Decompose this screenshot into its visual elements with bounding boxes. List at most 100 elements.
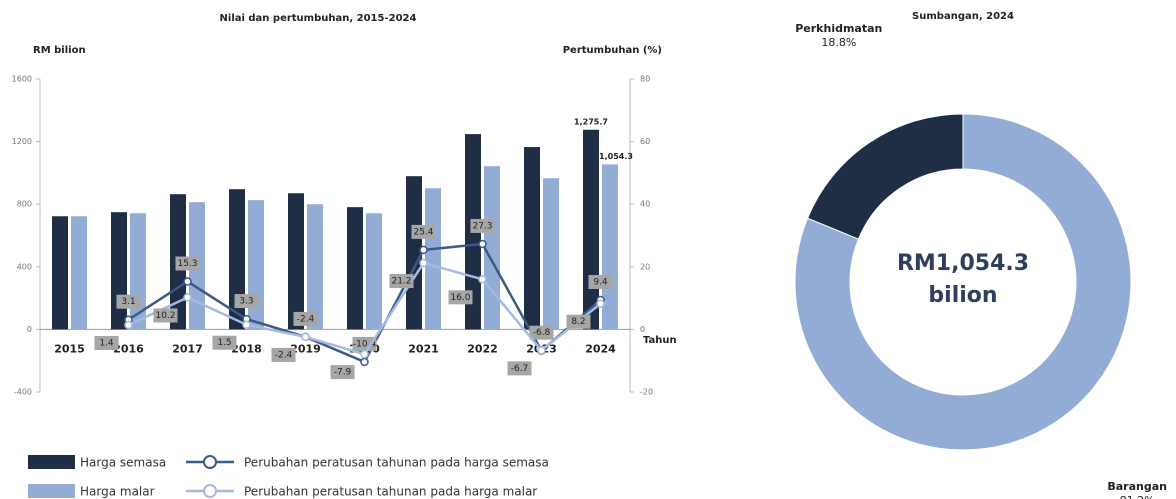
data-label-box <box>212 335 237 350</box>
bar <box>524 147 540 330</box>
chart-title: Nilai dan pertumbuhan, 2015-2024 <box>220 13 417 24</box>
point <box>183 293 192 302</box>
donut-slice <box>806 113 964 240</box>
legend-swatch <box>28 455 75 469</box>
x-tick-label: 2019 <box>290 342 321 355</box>
bar <box>366 213 382 330</box>
data-label: 9.4 <box>593 277 608 287</box>
y-tick-label: 800 <box>17 200 32 209</box>
data-label-box <box>411 224 436 239</box>
y2-tick-label: 40 <box>640 200 650 209</box>
point <box>478 275 487 284</box>
data-label: -6.8 <box>533 328 551 338</box>
data-label-box <box>566 314 591 329</box>
point <box>360 349 369 359</box>
data-label-box <box>352 336 377 351</box>
point <box>596 299 605 308</box>
legend-swatch <box>203 484 217 498</box>
data-label-box <box>293 311 318 326</box>
legend-label: Perubahan peratusan tahunan pada harga m… <box>244 485 537 499</box>
data-label-box <box>507 361 532 376</box>
bar <box>71 216 87 330</box>
data-label-box <box>389 274 414 289</box>
x-tick-label: 2016 <box>113 342 144 355</box>
bar <box>347 207 363 330</box>
data-label-box <box>271 347 296 362</box>
point <box>478 239 487 249</box>
point <box>301 332 310 342</box>
point <box>183 277 192 286</box>
y2-tick-label: 80 <box>640 75 650 84</box>
bar <box>248 200 264 330</box>
data-label: 15.3 <box>177 259 197 269</box>
x-tick-label: 2017 <box>172 342 203 355</box>
data-label: 3.1 <box>121 297 135 307</box>
data-label: 8.2 <box>571 317 585 327</box>
data-label: 1.5 <box>217 338 231 348</box>
legend-label: Harga semasa <box>80 456 166 470</box>
legend-label: Harga malar <box>80 485 155 499</box>
y-tick-label: 1200 <box>12 137 32 146</box>
data-label-box <box>330 365 355 380</box>
chart-title: Sumbangan, 2024 <box>912 11 1014 22</box>
slice-label: Perkhidmatan <box>795 22 882 35</box>
center-label: RM1,054.3 <box>897 251 1029 276</box>
data-label: 27.3 <box>472 221 492 231</box>
data-label: 1,054.3 <box>599 152 633 161</box>
y-tick-label: 400 <box>17 262 32 271</box>
x-tick-label: 2015 <box>54 342 85 355</box>
y2-tick-label: 20 <box>640 262 650 271</box>
data-label: -10.4 <box>353 339 377 349</box>
y2-tick-label: -20 <box>640 388 653 397</box>
data-label-box <box>153 308 178 323</box>
x-axis-label: Tahun <box>643 335 677 346</box>
data-label: -2.4 <box>297 314 315 324</box>
data-label: -7.9 <box>334 368 352 378</box>
x-tick-label: 2021 <box>408 342 439 355</box>
bar <box>288 193 304 330</box>
data-label: 1,275.7 <box>574 117 608 126</box>
data-label-box <box>175 256 200 271</box>
bar <box>52 216 68 330</box>
slice-value: 18.8% <box>821 36 856 49</box>
y2-tick-label: 60 <box>640 137 650 146</box>
data-label: 16.0 <box>450 293 470 303</box>
data-label: -6.7 <box>511 364 529 374</box>
point <box>537 346 546 355</box>
y2-tick-label: 0 <box>640 325 645 334</box>
data-label: 10.2 <box>155 311 175 321</box>
data-label-box <box>529 325 554 340</box>
data-label: 3.3 <box>239 297 253 307</box>
point <box>419 258 428 268</box>
point <box>360 357 369 367</box>
center-label: bilion <box>928 283 997 308</box>
bar <box>307 204 323 330</box>
y-tick-label: 1600 <box>12 75 32 84</box>
y2-axis-label: Pertumbuhan (%) <box>563 45 662 56</box>
data-label: -2.4 <box>275 350 293 360</box>
bar <box>406 176 422 330</box>
bar <box>130 213 146 330</box>
data-label-box <box>234 294 259 309</box>
x-tick-label: 2022 <box>467 342 498 355</box>
y-tick-label: 0 <box>27 325 32 334</box>
data-label: 25.4 <box>413 227 433 237</box>
data-label-box <box>588 274 613 289</box>
legend-swatch <box>28 484 75 498</box>
slice-value: 81.2% <box>1120 494 1155 499</box>
point <box>124 320 133 330</box>
data-label-box <box>94 336 119 351</box>
data-label-box <box>116 294 141 309</box>
bar <box>111 212 127 330</box>
data-label-box <box>470 218 495 233</box>
slice-label: Barangan <box>1107 480 1167 493</box>
legend-swatch <box>203 455 217 469</box>
bar <box>425 188 441 330</box>
bar <box>484 166 500 330</box>
x-tick-label: 2018 <box>231 342 262 355</box>
y-axis-label: RM bilion <box>33 45 86 56</box>
x-tick-label: 2024 <box>585 342 616 355</box>
data-label: 21.2 <box>391 277 411 287</box>
y-tick-label: -400 <box>14 388 32 397</box>
